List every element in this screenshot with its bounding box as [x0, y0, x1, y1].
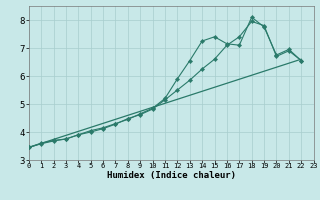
- X-axis label: Humidex (Indice chaleur): Humidex (Indice chaleur): [107, 171, 236, 180]
